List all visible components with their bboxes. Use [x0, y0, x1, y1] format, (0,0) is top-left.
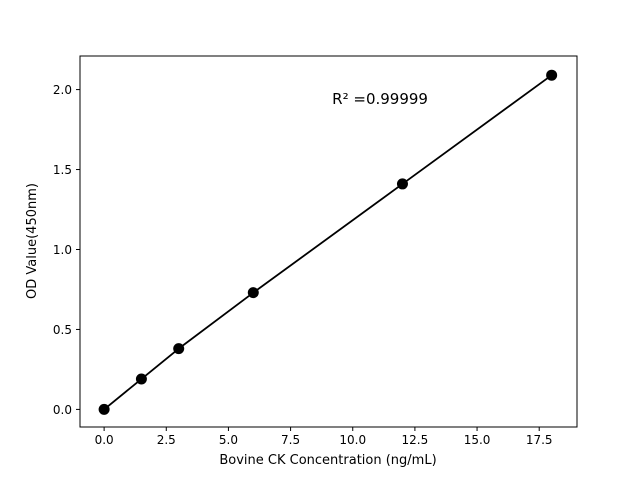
x-tick-label: 5.0: [219, 433, 238, 447]
series-line: [103, 74, 553, 411]
data-point: [546, 69, 558, 81]
y-tick-label: 1.0: [53, 243, 72, 257]
x-tick-label: 10.0: [339, 433, 366, 447]
x-axis-ticks: 0.0 2.5 5.0 7.5 10.0 12.5 15.0 17.5: [95, 427, 553, 447]
y-tick-label: 0.5: [53, 323, 72, 337]
axes-frame: [79, 55, 578, 428]
data-point: [135, 373, 147, 385]
data-point: [98, 403, 110, 415]
x-tick-label: 7.5: [281, 433, 300, 447]
x-tick-label: 12.5: [402, 433, 429, 447]
y-axis-ticks: 0.0 0.5 1.0 1.5 2.0: [53, 83, 80, 417]
y-tick-label: 0.0: [53, 403, 72, 417]
data-points: [98, 69, 558, 415]
x-tick-label: 17.5: [526, 433, 553, 447]
x-axis-label: Bovine CK Concentration (ng/mL): [219, 453, 436, 468]
data-point: [173, 343, 185, 355]
y-axis-label: OD Value(450nm): [25, 183, 40, 299]
x-tick-label: 0.0: [95, 433, 114, 447]
y-tick-label: 2.0: [53, 83, 72, 97]
data-point: [247, 287, 259, 299]
y-tick-label: 1.5: [53, 163, 72, 177]
data-point: [396, 178, 408, 190]
r-squared-annotation: R² =0.99999: [332, 90, 428, 108]
x-tick-label: 2.5: [157, 433, 176, 447]
x-tick-label: 15.0: [464, 433, 491, 447]
